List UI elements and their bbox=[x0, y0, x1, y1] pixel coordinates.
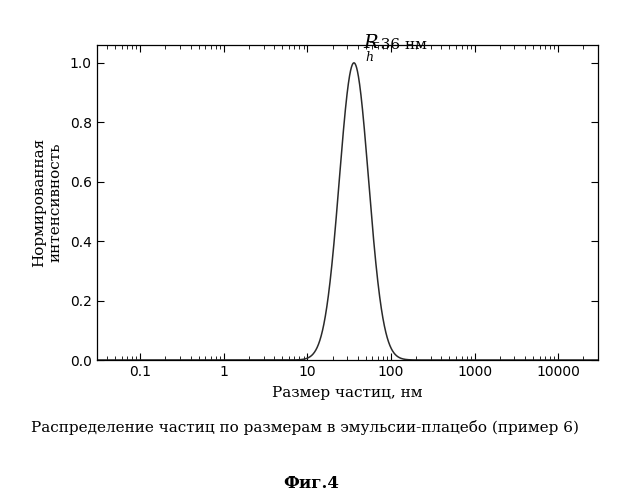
Text: =36 нм: =36 нм bbox=[368, 38, 427, 52]
Text: Распределение частиц по размерам в эмульсии-плацебо (пример 6): Распределение частиц по размерам в эмуль… bbox=[31, 420, 579, 435]
X-axis label: Размер частиц, нм: Размер частиц, нм bbox=[272, 386, 422, 400]
Text: R: R bbox=[363, 34, 378, 52]
Text: Фиг.4: Фиг.4 bbox=[283, 475, 340, 492]
Text: h: h bbox=[366, 52, 374, 64]
Y-axis label: Нормированная
интенсивность: Нормированная интенсивность bbox=[32, 138, 63, 267]
